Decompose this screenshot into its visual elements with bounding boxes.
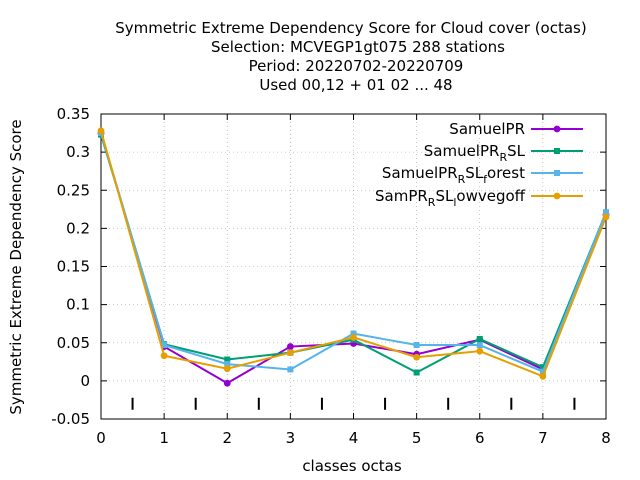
legend-entry-4: SamPRRSLlowvegoff xyxy=(375,187,583,209)
legend-marker xyxy=(553,192,561,200)
y-tick-label: 0.15 xyxy=(57,258,90,276)
data-point xyxy=(413,342,420,349)
data-point xyxy=(476,342,483,349)
data-point xyxy=(539,372,547,380)
data-point xyxy=(602,213,610,221)
title-line-3: Period: 20220702-20220709 xyxy=(249,57,464,75)
data-point xyxy=(603,209,609,216)
x-tick-label: 6 xyxy=(475,429,485,447)
data-point xyxy=(350,330,357,337)
data-point xyxy=(287,366,294,373)
data-point xyxy=(413,369,420,376)
x-tick-label: 5 xyxy=(412,429,422,447)
data-point xyxy=(476,347,484,355)
title-line-2: Selection: MCVEGP1gt075 288 stations xyxy=(211,38,505,56)
data-point xyxy=(97,127,105,135)
legend-entry-2: SamuelPRRSL xyxy=(424,142,583,164)
data-point xyxy=(539,368,546,375)
data-point xyxy=(223,365,231,373)
legend-entry-3: SamuelPRRSLforest xyxy=(382,164,583,186)
data-point xyxy=(161,342,168,349)
legend-label: SamuelPRRSL xyxy=(424,142,526,164)
data-point xyxy=(539,364,546,371)
y-tick-label: 0.25 xyxy=(57,181,90,199)
title-line-1: Symmetric Extreme Dependency Score for C… xyxy=(115,19,586,37)
legend-label: SamuelPRRSLforest xyxy=(382,164,525,186)
data-point xyxy=(224,361,231,368)
y-tick-label: 0 xyxy=(80,372,90,390)
x-tick-label: 8 xyxy=(601,429,611,447)
data-point xyxy=(160,352,168,360)
x-tick-label: 2 xyxy=(222,429,232,447)
x-tick-label: 0 xyxy=(96,429,106,447)
title-line-4: Used 00,12 + 01 02 ... 48 xyxy=(259,76,452,94)
y-tick-label: 0.2 xyxy=(66,219,90,237)
legend-marker xyxy=(554,148,560,154)
data-point xyxy=(350,334,357,341)
x-tick-label: 7 xyxy=(538,429,548,447)
series-layer xyxy=(97,127,610,387)
data-point xyxy=(223,379,231,387)
legend-entry-1: SamuelPR xyxy=(449,120,583,138)
grid xyxy=(101,114,606,419)
legend-label: SamuelPR xyxy=(449,120,525,138)
data-point xyxy=(286,343,294,350)
chart-title: Symmetric Extreme Dependency Score for C… xyxy=(115,19,586,94)
data-point xyxy=(224,356,231,363)
series-3 xyxy=(98,130,609,375)
y-axis-label: Symmetric Extreme Dependency Score xyxy=(7,119,25,414)
legend-label: SamPRRSLlowvegoff xyxy=(375,187,526,209)
legend: SamuelPR SamuelPRRSLSamuelPRRSLforestSamP… xyxy=(375,120,583,209)
x-tick-label: 4 xyxy=(349,429,359,447)
y-tick-label: -0.05 xyxy=(51,410,90,428)
axes: -0.05 0 0.05 0.1 0.15 0.2 0.25 0.3 0.35 0 1 2 3 4 5 6 7 8 xyxy=(51,105,611,447)
data-point xyxy=(286,349,294,357)
legend-marker xyxy=(554,170,560,176)
y-tick-label: 0.3 xyxy=(66,143,90,161)
data-point xyxy=(476,335,483,342)
legend-marker xyxy=(553,125,561,133)
x-tick-label: 1 xyxy=(159,429,169,447)
y-tick-label: 0.05 xyxy=(57,334,90,352)
series-4 xyxy=(97,127,610,380)
y-tick-label: 0.1 xyxy=(66,296,90,314)
x-axis-label: classes octas xyxy=(302,457,402,475)
data-point xyxy=(413,353,421,361)
x-tick-label: 3 xyxy=(286,429,296,447)
y-tick-label: 0.35 xyxy=(57,105,90,123)
